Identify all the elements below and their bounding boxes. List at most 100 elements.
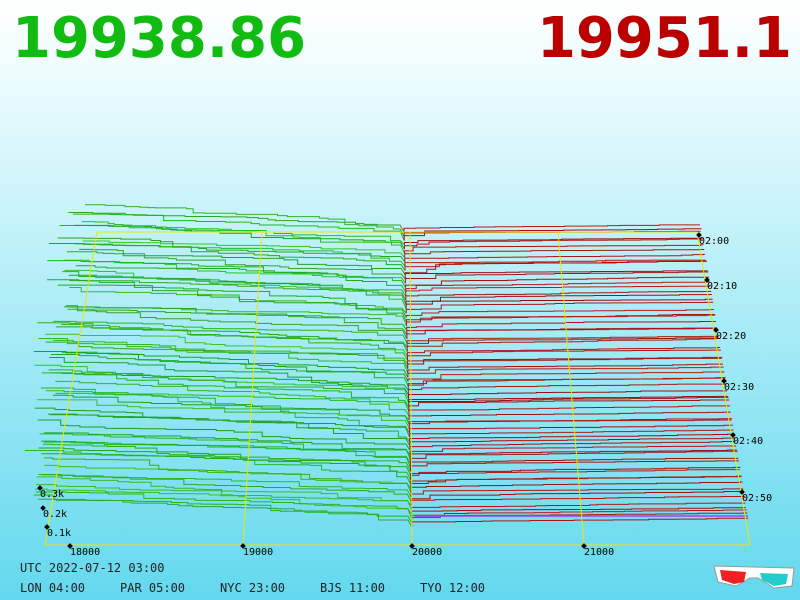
ask-depth-line [409, 445, 737, 455]
ask-depth-line [405, 293, 712, 305]
time-tick-label: 02:20 [716, 331, 746, 342]
city-clock: NYC 23:00 [220, 581, 286, 595]
ask-depth-line [409, 450, 738, 463]
tick-marker [696, 232, 702, 238]
ask-depth-line [406, 314, 716, 327]
bid-depth-line [50, 354, 409, 387]
tick-marker [240, 543, 246, 549]
bid-depth-line [79, 248, 406, 276]
city-clock: LON 04:00 [20, 581, 86, 595]
depth-tick-label: 0.2k [43, 509, 67, 520]
tick-marker [739, 489, 745, 495]
ask-depth-line [408, 390, 728, 399]
ask-depth-line [405, 298, 713, 309]
bid-depth-line [64, 269, 407, 310]
time-tick-label: 02:50 [742, 493, 772, 504]
bid-depth-line [38, 337, 409, 374]
bid-depth-line [65, 305, 408, 340]
bid-depth-line [68, 274, 407, 305]
ask-depth-line [408, 418, 732, 429]
ask-depth-line [405, 301, 714, 314]
ask-depth-line [407, 363, 723, 374]
ask-depth-line [406, 349, 721, 361]
bid-depth-line [55, 380, 410, 417]
tick-marker [704, 277, 710, 283]
bid-depth-line [34, 407, 411, 438]
ask-depth-line [408, 405, 730, 416]
bid-depth-line [40, 387, 410, 434]
tick-marker [721, 378, 727, 384]
bid-depth-line [57, 284, 407, 322]
city-clock: TYO 12:00 [420, 581, 486, 595]
bid-depth-line [36, 399, 410, 429]
ask-depth-line [410, 491, 744, 502]
tick-marker [44, 524, 50, 530]
bid-depth-line [72, 213, 405, 241]
ask-depth-line [403, 228, 702, 241]
ask-depth-line [409, 441, 736, 451]
ask-depth-line [409, 457, 739, 468]
ask-depth-line [406, 327, 718, 339]
bid-depth-line [82, 240, 406, 258]
ask-depth-line [407, 356, 723, 369]
price-tick-label: 18000 [70, 547, 100, 558]
bid-depth-line [69, 286, 407, 314]
ask-depth-line [409, 460, 739, 472]
ask-depth-line [411, 509, 747, 519]
bid-depth-line [36, 476, 412, 506]
bid-depth-line [61, 351, 409, 382]
bid-depth-line [42, 474, 412, 502]
bid-depth-line [66, 251, 406, 280]
bid-depth-line [42, 372, 410, 408]
time-tick-label: 02:30 [724, 382, 754, 393]
ask-depth-line [409, 433, 735, 442]
ask-depth-line [406, 337, 720, 352]
ask-depth-line [407, 377, 726, 391]
ask-depth-line [404, 271, 709, 284]
bid-depth-line [47, 413, 411, 447]
bid-depth-line [49, 357, 409, 395]
bid-depth-line [33, 350, 409, 378]
time-tick-label: 02:00 [699, 236, 729, 247]
bid-depth-line [75, 265, 407, 293]
ask-depth-line [404, 260, 707, 275]
bid-depth-line [47, 260, 406, 288]
bid-depth-line [37, 498, 413, 528]
frame [44, 231, 751, 546]
bid-depth-line [35, 491, 413, 519]
ask-depth-line [410, 488, 744, 498]
tick-marker [409, 543, 415, 549]
ask-depth-line [406, 321, 716, 331]
ask-depth-line [411, 517, 748, 527]
ask-depth-line [404, 244, 704, 254]
bid-depth-line [45, 333, 408, 357]
utc-time: UTC 2022-07-12 03:00 [20, 561, 165, 575]
bid-depth-line [48, 243, 406, 271]
bid-depth-line [37, 322, 408, 361]
city-clock: PAR 05:00 [120, 581, 186, 595]
bid-depth-line [37, 419, 411, 451]
bid-depth-line [44, 432, 411, 459]
depth-lines [24, 204, 748, 528]
tick-marker [730, 432, 736, 438]
bid-depth-line [45, 390, 410, 412]
ask-depth-line [409, 437, 735, 446]
ask-depth-line [406, 335, 719, 348]
ask-depth-line [406, 347, 721, 356]
ask-depth-line [405, 309, 714, 318]
bid-depth-line [74, 224, 405, 250]
ask-depth-line [404, 270, 708, 280]
bid-depth-line [53, 320, 408, 344]
bid-depth-line [45, 341, 409, 370]
bid-depth-line [50, 414, 411, 442]
bid-depth-line [36, 484, 412, 511]
ask-depth-line [410, 496, 745, 506]
bid-depth-line [48, 369, 410, 404]
price-tick-label: 19000 [243, 547, 273, 558]
tick-marker [67, 543, 73, 549]
bid-depth-line [44, 457, 412, 493]
ask-depth-line [407, 357, 722, 365]
bid-depth-line [64, 306, 408, 331]
bid-depth-line [85, 204, 405, 237]
